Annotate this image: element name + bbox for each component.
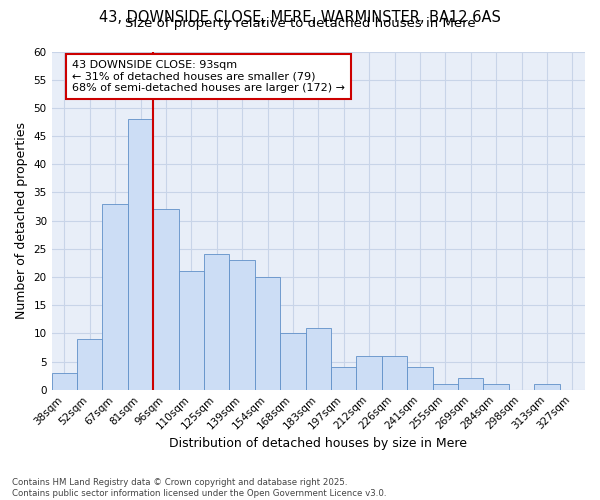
X-axis label: Distribution of detached houses by size in Mere: Distribution of detached houses by size … <box>169 437 467 450</box>
Bar <box>280 334 305 390</box>
Bar <box>77 339 103 390</box>
Bar <box>229 260 255 390</box>
Bar <box>407 367 433 390</box>
Bar <box>179 272 204 390</box>
Bar <box>305 328 331 390</box>
Bar <box>255 277 280 390</box>
Bar <box>128 119 153 390</box>
Bar <box>382 356 407 390</box>
Text: Contains HM Land Registry data © Crown copyright and database right 2025.
Contai: Contains HM Land Registry data © Crown c… <box>12 478 386 498</box>
Text: 43, DOWNSIDE CLOSE, MERE, WARMINSTER, BA12 6AS: 43, DOWNSIDE CLOSE, MERE, WARMINSTER, BA… <box>99 10 501 25</box>
Bar <box>204 254 229 390</box>
Bar <box>153 210 179 390</box>
Bar <box>433 384 458 390</box>
Bar <box>534 384 560 390</box>
Bar <box>484 384 509 390</box>
Bar <box>356 356 382 390</box>
Bar <box>458 378 484 390</box>
Bar <box>52 373 77 390</box>
Bar <box>103 204 128 390</box>
Text: 43 DOWNSIDE CLOSE: 93sqm
← 31% of detached houses are smaller (79)
68% of semi-d: 43 DOWNSIDE CLOSE: 93sqm ← 31% of detach… <box>72 60 345 93</box>
Y-axis label: Number of detached properties: Number of detached properties <box>15 122 28 319</box>
Bar <box>331 367 356 390</box>
Text: Size of property relative to detached houses in Mere: Size of property relative to detached ho… <box>125 18 475 30</box>
